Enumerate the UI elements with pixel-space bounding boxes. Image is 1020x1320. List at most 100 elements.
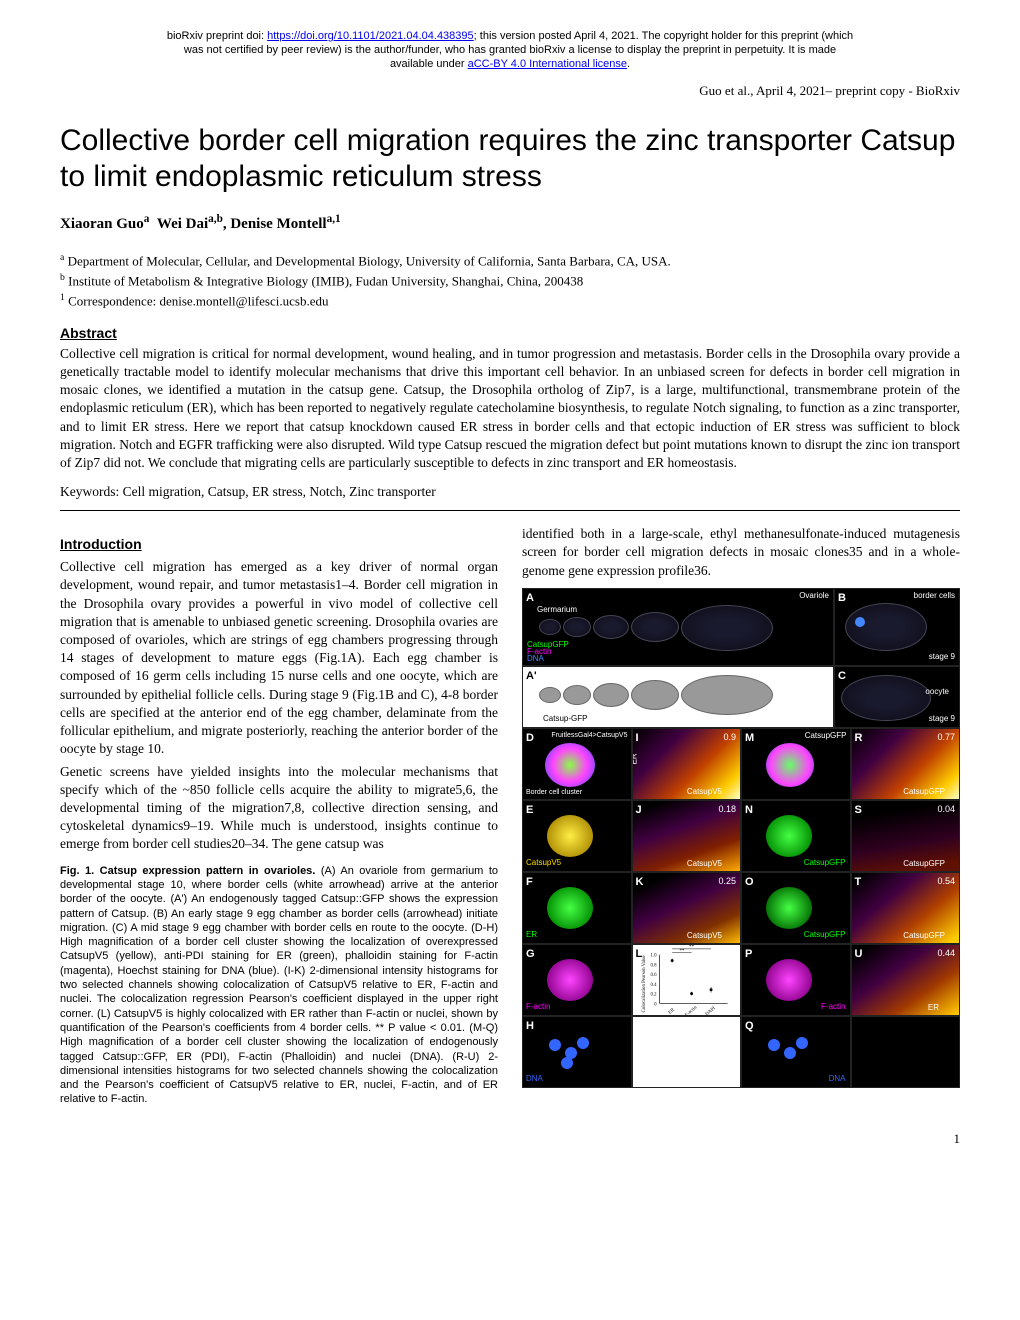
figure-panel-I: I 0.9 CatsupV5 ER [632,728,742,800]
svg-text:**: ** [689,945,694,950]
svg-text:F-actin: F-actin [684,1005,698,1015]
figure-panel-J: J 0.18 CatsupV5 [632,800,742,872]
figure-panel-U: U 0.44 ER [851,944,961,1016]
page-number: 1 [60,1131,960,1147]
figure-panel-G: G F-actin [522,944,632,1016]
license-link[interactable]: aCC-BY 4.0 International license [468,58,627,70]
svg-text:0: 0 [654,1002,657,1007]
svg-text:0.6: 0.6 [650,973,657,978]
figure-panel-E: E CatsupV5 [522,800,632,872]
panel-label: L [636,947,643,962]
svg-text:0.8: 0.8 [650,963,657,968]
pearson-value: 0.25 [718,875,736,887]
intro-paragraph-1: Collective cell migration has emerged as… [60,558,498,758]
oocyte-label: oocyte [925,687,949,698]
svg-text:0.2: 0.2 [650,992,657,997]
x-axis: CatsupGFP [903,931,945,942]
stage-label: stage 9 [929,714,955,725]
panel-label: M [745,731,754,746]
panel-label: O [745,875,754,890]
svg-text:1.0: 1.0 [650,954,657,959]
svg-text:Colocalization Pearson Value: Colocalization Pearson Value [641,955,646,1012]
panel-label: H [526,1019,534,1034]
figure-panel-O: O CatsupGFP [741,872,851,944]
pearson-value: 0.9 [723,731,736,743]
panel-label: A [526,591,534,606]
germarium-label: Germarium [537,605,577,616]
marker-dna: DNA [527,654,544,665]
x-axis: CatsupV5 [687,787,722,798]
stage-label: stage 9 [929,652,955,663]
figure-panel-D: D FruitlessGal4>CatsupV5 Border cell clu… [522,728,632,800]
affiliation-a: Department of Molecular, Cellular, and D… [68,254,671,269]
x-axis: CatsupV5 [687,931,722,942]
svg-text:0.4: 0.4 [650,983,657,988]
pearson-value: 0.44 [937,947,955,959]
running-head: Guo et al., April 4, 2021– preprint copy… [60,83,960,99]
panel-label: I [636,731,639,746]
affiliation-b: Institute of Metabolism & Integrative Bi… [68,273,583,288]
doi-link[interactable]: https://doi.org/10.1101/2021.04.04.43839… [267,30,474,42]
panel-label: P [745,947,752,962]
panel-label: C [838,669,846,684]
figure-panel-M: M CatsupGFP [741,728,851,800]
figure-panel-P: P F-actin [741,944,851,1016]
figure-panel-blank [851,1016,961,1088]
figure-panel-T: T 0.54 CatsupGFP [851,872,961,944]
x-axis: CatsupGFP [903,859,945,870]
divider [60,510,960,511]
figure-panel-R: R 0.77 CatsupGFP [851,728,961,800]
preprint-banner: bioRxiv preprint doi: https://doi.org/10… [60,30,960,71]
figure-panel-H: H DNA [522,1016,632,1088]
panel-label: B [838,591,846,606]
panel-label: F [526,875,533,890]
pearson-value: 0.77 [937,731,955,743]
marker-label: F-actin [821,1002,845,1013]
figure-panel-L: L 1.0 0.8 0.6 0.4 0.2 0 [632,944,742,1016]
marker-label: DNA [526,1074,543,1085]
marker-label: CatsupGFP [804,858,846,869]
pearson-value: 0.04 [937,803,955,815]
svg-text:DAPI: DAPI [704,1006,716,1015]
pearson-value: 0.54 [937,875,955,887]
x-axis: CatsupV5 [687,859,722,870]
figure-panel-S: S 0.04 CatsupGFP [851,800,961,872]
y-axis: ER [632,753,640,764]
ovariole-label: Ovariole [799,591,829,602]
figure-panel-C: C oocyte stage 9 [834,666,960,728]
svg-text:ER: ER [667,1007,676,1015]
figure-panel-Aprime: A' Catsup-GFP [522,666,834,728]
intro-paragraph-2: Genetic screens have yielded insights in… [60,763,498,854]
keywords-label: Keywords: [60,484,123,499]
figure-panel-N: N CatsupGFP [741,800,851,872]
figure-panel-A: A Ovariole Germarium CatsupGFP F-actin D… [522,588,834,666]
panel-label: D [526,731,534,746]
author-list: Xiaoran Guoa Wei Daia,b, Denise Montella… [60,213,960,233]
panel-title: FruitlessGal4>CatsupV5 [551,731,627,740]
preprint-text: available under [390,58,468,70]
panel-label: E [526,803,533,818]
x-axis: ER [928,1003,939,1014]
figure-panel-K: K 0.25 CatsupV5 [632,872,742,944]
affiliations: a Department of Molecular, Cellular, and… [60,251,960,310]
marker-label: DNA [829,1074,846,1085]
panel-label: T [855,875,862,890]
marker-label: ER [526,930,537,941]
panel-label: U [855,947,863,962]
border-cells-label: border cells [914,591,955,602]
paper-title: Collective border cell migration require… [60,123,960,195]
panel-title: CatsupGFP [805,731,847,742]
keywords-text: Cell migration, Catsup, ER stress, Notch… [123,484,436,499]
figure-panel-L-continued [632,1016,742,1088]
preprint-text: was not certified by peer review) is the… [184,44,836,56]
figure-panel-F: F ER [522,872,632,944]
figure-1-caption: Fig. 1. Catsup expression pattern in ova… [60,864,498,1107]
pearson-value: 0.18 [718,803,736,815]
preprint-text: ; this version posted April 4, 2021. The… [474,30,854,42]
intro-col2-text: identified both in a large-scale, ethyl … [522,525,960,580]
panel-label: J [636,803,642,818]
panel-label: Q [745,1019,754,1034]
abstract-body: Collective cell migration is critical fo… [60,346,960,470]
panel-label: R [855,731,863,746]
figure-1: A Ovariole Germarium CatsupGFP F-actin D… [522,588,960,1088]
